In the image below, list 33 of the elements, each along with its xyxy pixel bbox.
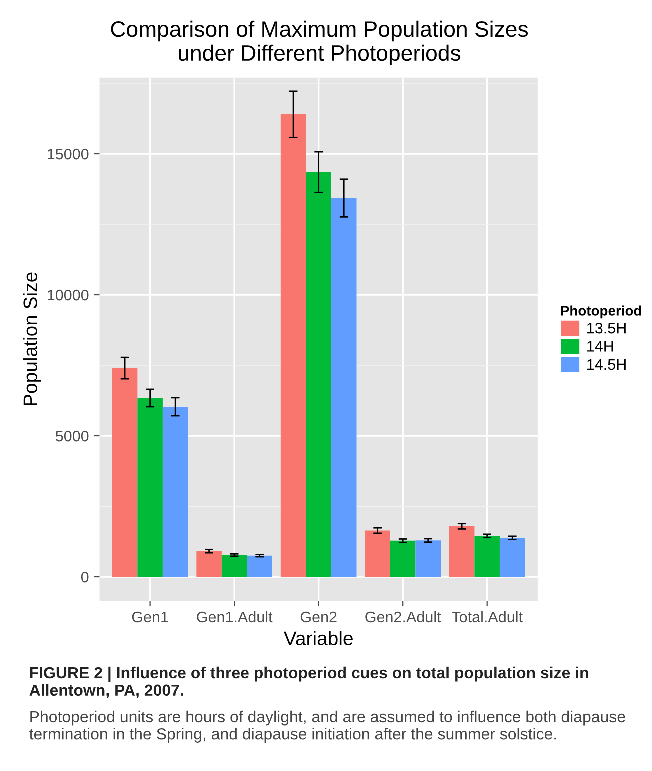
legend-title: Photoperiod <box>561 306 642 319</box>
y-axis-title: Population Size <box>23 272 42 406</box>
bar <box>162 406 188 578</box>
bar <box>138 398 163 578</box>
x-tick-label: Gen2 <box>300 612 337 623</box>
legend-label: 14.5H <box>588 359 626 370</box>
y-tick-label: 15000 <box>48 148 89 160</box>
y-tick-label: 0 <box>81 572 89 583</box>
bar <box>306 172 332 578</box>
bar <box>449 526 475 578</box>
bar <box>196 551 222 578</box>
x-axis-title: Variable <box>284 631 353 646</box>
bar <box>365 530 390 578</box>
bar <box>474 536 500 578</box>
bar <box>222 555 248 578</box>
x-tick-label: Gen1.Adult <box>197 611 273 623</box>
bar <box>416 540 442 578</box>
x-tick-label: Gen2.Adult <box>366 611 442 623</box>
bar <box>247 556 272 578</box>
x-tick-label: Total.Adult <box>452 611 523 623</box>
y-tick-label: 10000 <box>48 290 89 301</box>
caption: FIGURE 2 | Influence of three photoperiod cues on total population size in Allentown, PA, 2007. <box>30 666 588 698</box>
text: Photoperiod units are hours of daylight, and are assumed to influence both diapause termination in the Spring, and diapause initiation after the summer solstice. <box>30 710 626 743</box>
bar <box>112 368 138 578</box>
legend-label: 13.5H <box>588 322 626 334</box>
legend-label: 14H <box>588 341 614 352</box>
y-tick-label: 5000 <box>56 430 89 442</box>
bar <box>280 114 306 578</box>
chart-title: Comparison of Maximum Population Sizes under Different Photoperiods <box>111 20 528 66</box>
x-tick-label: Gen1 <box>132 612 168 623</box>
bar <box>390 540 416 578</box>
bar <box>331 198 357 578</box>
bar <box>500 538 526 578</box>
